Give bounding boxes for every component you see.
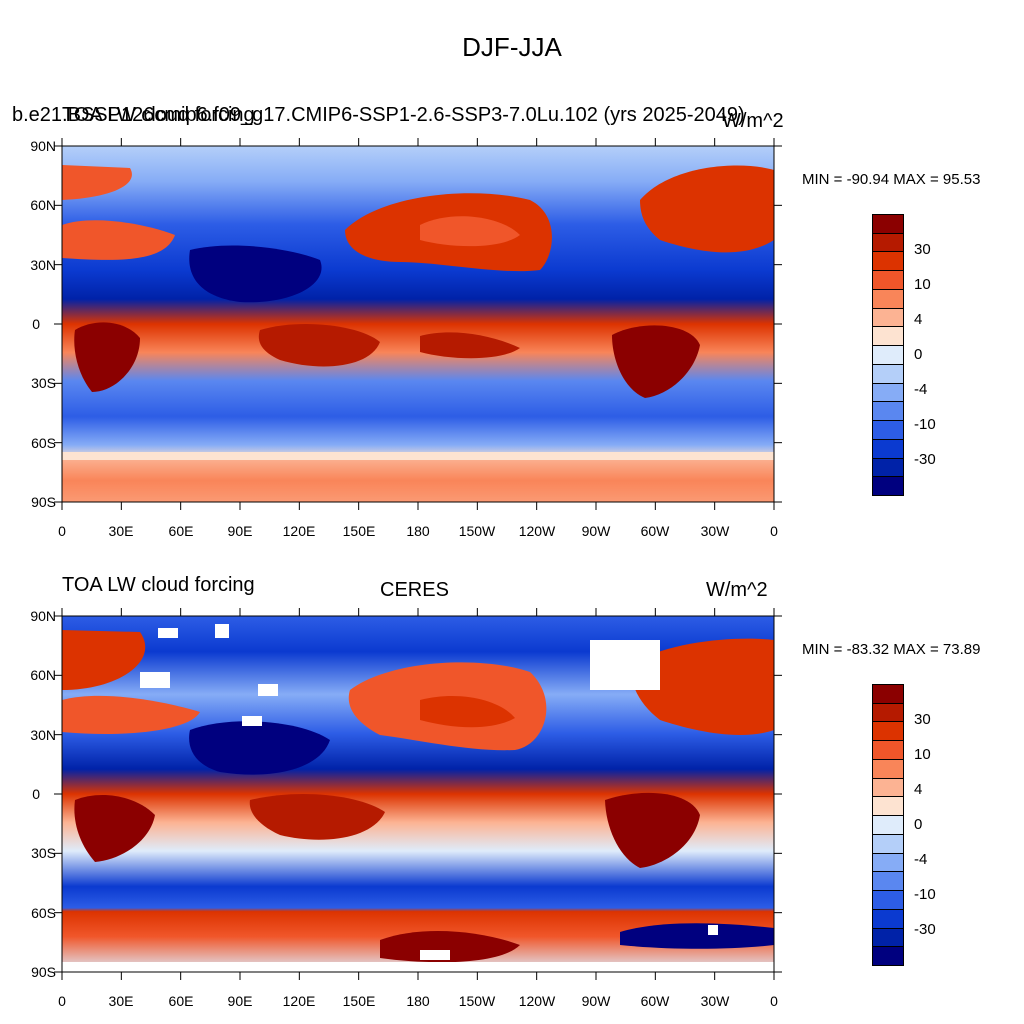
panel2-cb-label-10: 10	[914, 746, 931, 763]
panel1-lon-90w: 90W	[581, 523, 611, 539]
panel1-lat-30n: 30N	[30, 257, 56, 273]
panel2-lat-90s: 90S	[31, 964, 56, 980]
panel1-colorbar-segment	[873, 215, 903, 234]
panel1-lon-30w: 30W	[700, 523, 730, 539]
panel1-colorbar	[872, 214, 904, 496]
panel1-cb-label-neg30: -30	[914, 451, 936, 468]
panel2-cb-label-0: 0	[914, 816, 923, 833]
panel1-colorbar-segment	[873, 439, 903, 459]
panel1-colorbar-segment	[873, 458, 903, 478]
panel1-lat-60s: 60S	[31, 435, 56, 451]
panel2-lon-60w: 60W	[640, 993, 670, 1009]
panel2-lon-90w: 90W	[581, 993, 611, 1009]
panel1-lon-150e: 150E	[342, 523, 376, 539]
panel2-colorbar-segment	[873, 947, 903, 966]
panel2-colorbar-segment	[873, 778, 903, 798]
panel2-variable-title: TOA LW cloud forcing	[62, 574, 255, 596]
panel2-lon-60e: 60E	[168, 993, 194, 1009]
panel2-colorbar-segment	[873, 872, 903, 892]
panel1-lon-60w: 60W	[640, 523, 670, 539]
panel2-colorbar-segment	[873, 703, 903, 723]
panel2-cb-label-neg4: -4	[914, 851, 928, 868]
panel2-colorbar-segment	[873, 816, 903, 835]
panel1-case-title: b.e21.BSSP126cmip6.f09_g17.CMIP6-SSP1-2.…	[12, 104, 745, 126]
panel1-lon-120e: 120E	[282, 523, 316, 539]
panel2-lon-120w: 120W	[518, 993, 556, 1009]
panel2-min-max: MIN = -83.32 MAX = 73.89	[802, 641, 981, 658]
panel2-colorbar-segment	[873, 928, 903, 948]
panel1-colorbar-segment	[873, 477, 903, 496]
panel2-lat-90n: 90N	[30, 608, 56, 624]
panel1-colorbar-segment	[873, 252, 903, 272]
panel1-lat-90s: 90S	[31, 494, 56, 510]
panel1-lon-30e: 30E	[108, 523, 134, 539]
panel1-lon-90e: 90E	[227, 523, 253, 539]
panel2-colorbar-segment	[873, 685, 903, 704]
panel2-center-title: CERES	[380, 579, 449, 601]
panel2-colorbar-segment	[873, 891, 903, 910]
panel1-units: W/m^2	[722, 110, 784, 132]
panel2-lon-150e: 150E	[342, 993, 376, 1009]
panel1-colorbar-segment	[873, 233, 903, 253]
panel1-cb-label-neg10: -10	[914, 416, 936, 433]
panel2-colorbar-segment	[873, 722, 903, 742]
panel2-lat-30s: 30S	[31, 845, 56, 861]
panel2-colorbar-segment	[873, 797, 903, 817]
panel2-units: W/m^2	[706, 579, 768, 601]
panel1-overlay-title: TOA LW cloud forcing	[62, 104, 255, 126]
panel1-lon-0: 0	[58, 523, 66, 539]
panel2-cb-label-4: 4	[914, 781, 923, 798]
panel2-lon-30w: 30W	[700, 993, 730, 1009]
panel2-colorbar	[872, 684, 904, 966]
panel1-colorbar-segment	[873, 421, 903, 440]
panel1-colorbar-segment	[873, 289, 903, 309]
panel2-colorbar-segment	[873, 834, 903, 854]
panel2-lat-30n: 30N	[30, 727, 56, 743]
panel1-cb-label-4: 4	[914, 311, 923, 328]
panel2-lon-30e: 30E	[108, 993, 134, 1009]
panel2-colorbar-segment	[873, 759, 903, 779]
panel1-colorbar-segment	[873, 346, 903, 365]
panel2-colorbar-segment	[873, 909, 903, 929]
panel1-lon-0-end: 0	[770, 523, 778, 539]
panel1-cb-label-0: 0	[914, 346, 923, 363]
panel1-lat-90n: 90N	[30, 138, 56, 154]
panel2-lon-0-end: 0	[770, 993, 778, 1009]
panel2-cb-label-30: 30	[914, 711, 931, 728]
panel1-colorbar-segment	[873, 402, 903, 422]
panel2-lat-60n: 60N	[30, 667, 56, 683]
panel2-lon-180: 180	[406, 993, 430, 1009]
panel1-cb-label-10: 10	[914, 276, 931, 293]
panel2-lon-90e: 90E	[227, 993, 253, 1009]
panel1-cb-label-neg4: -4	[914, 381, 928, 398]
panel2-lon-120e: 120E	[282, 993, 316, 1009]
panel1-lat-30s: 30S	[31, 375, 56, 391]
panel1-lon-180: 180	[406, 523, 430, 539]
panel1-lon-120w: 120W	[518, 523, 556, 539]
panel2-cb-label-neg10: -10	[914, 886, 936, 903]
panel2-lon-150w: 150W	[458, 993, 496, 1009]
panel1-colorbar-segment	[873, 364, 903, 384]
panel2-cb-label-neg30: -30	[914, 921, 936, 938]
panel2-lat-60s: 60S	[31, 905, 56, 921]
panel1-colorbar-segment	[873, 271, 903, 290]
panel2-colorbar-segment	[873, 853, 903, 873]
panel2-lon-0: 0	[58, 993, 66, 1009]
panel1-cb-label-30: 30	[914, 241, 931, 258]
panel2-colorbar-segment	[873, 741, 903, 760]
panel2-lat-0: 0	[32, 786, 40, 802]
figure-title: DJF-JJA	[462, 32, 562, 62]
panel1-lon-60e: 60E	[168, 523, 194, 539]
panel1-min-max: MIN = -90.94 MAX = 95.53	[802, 171, 981, 188]
panel1-colorbar-segment	[873, 327, 903, 347]
panel1-lat-0: 0	[32, 316, 40, 332]
panel1-lon-150w: 150W	[458, 523, 496, 539]
panel1-colorbar-segment	[873, 308, 903, 328]
panel1-colorbar-segment	[873, 383, 903, 403]
panel1-lat-60n: 60N	[30, 197, 56, 213]
